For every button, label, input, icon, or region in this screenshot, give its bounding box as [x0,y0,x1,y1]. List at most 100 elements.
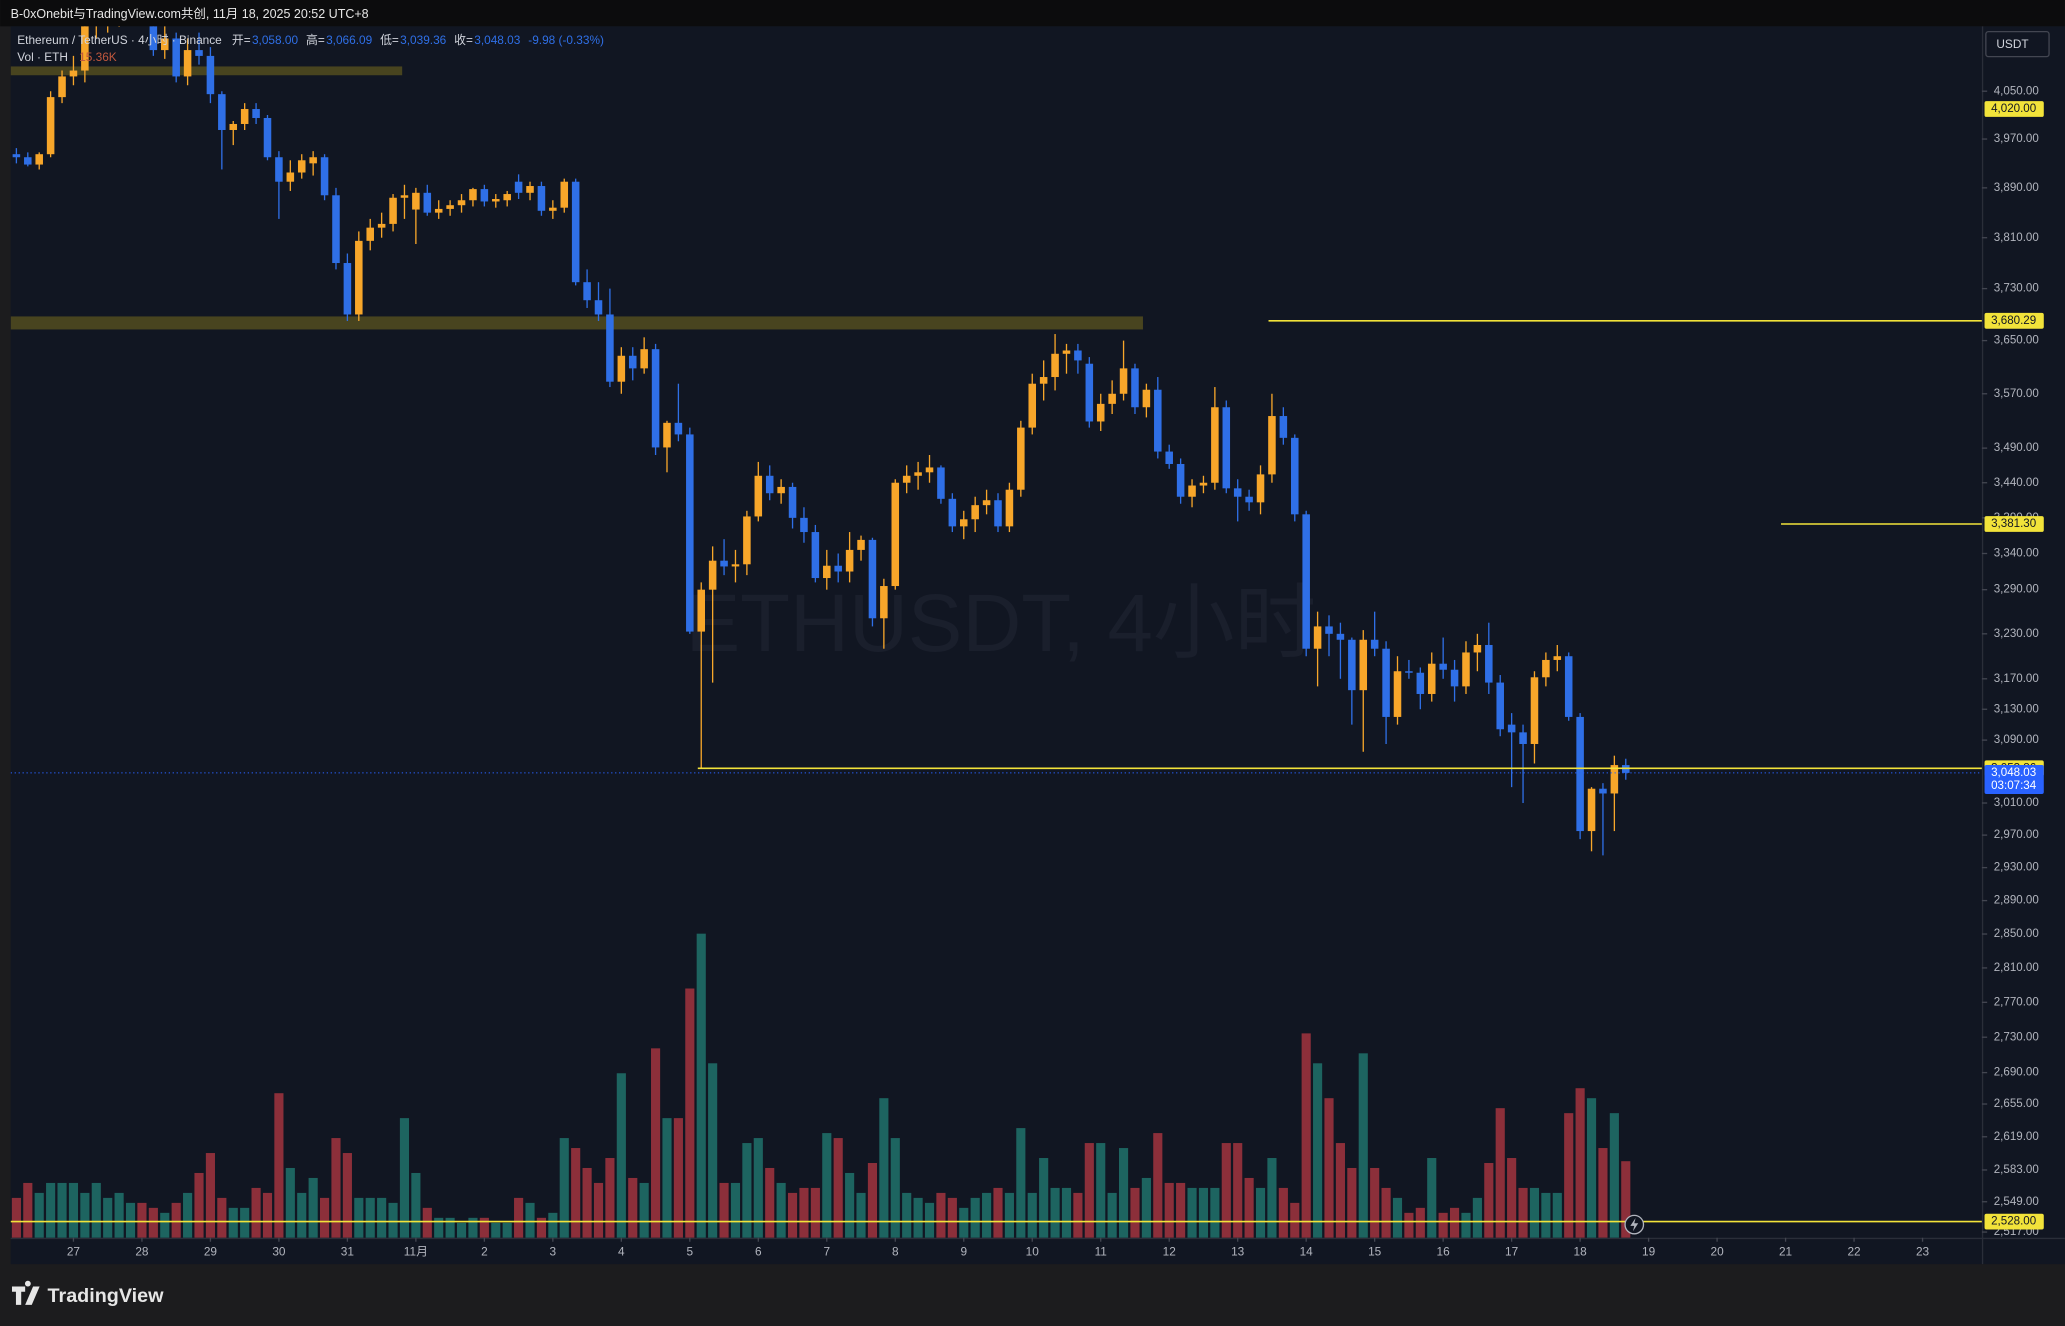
volume-bar [708,1063,718,1238]
volume-bar [194,1172,204,1238]
candle-body [1074,350,1082,361]
volume-bar [1096,1143,1106,1238]
volume-bar [114,1192,124,1238]
volume-bar [262,1192,273,1238]
candle-body [914,472,922,476]
candle-body [1256,474,1265,503]
volume-bar [651,1048,661,1238]
volume-bar [1370,1167,1380,1238]
volume-bar [1290,1202,1300,1238]
zone [10,66,403,76]
candle-body [1176,463,1185,497]
x-tick-label: 3 [550,1244,557,1258]
candle-body [1405,671,1413,673]
candle-body [971,505,979,520]
candle-body [857,539,865,550]
candle-body [1039,377,1048,384]
volume-bar [285,1167,295,1238]
volume-bar [57,1182,67,1238]
volume-bar [1347,1167,1357,1238]
candle-body [1245,496,1253,503]
volume-bar [1541,1192,1551,1238]
volume-bar [1027,1192,1037,1238]
candle-body [412,192,420,210]
volume-bar [1221,1143,1231,1238]
volume-bar [1210,1187,1220,1238]
top-bar [0,0,2065,27]
y-tick-label: 2,619.00 [1994,1131,2039,1143]
volume-bar [1392,1197,1403,1238]
candle-body [457,200,466,206]
x-tick-label: 15 [1368,1244,1382,1258]
candle-body [1062,350,1071,354]
volume-bar [1255,1187,1266,1238]
candle-body [1587,788,1596,832]
last-price-box [1984,765,2044,794]
volume-bar [593,1182,604,1238]
y-tick-label: 2,549.00 [1994,1196,2039,1208]
volume-bar [582,1167,592,1238]
plot [10,26,1982,1238]
candle-body [1005,489,1014,527]
candle-body [503,194,511,201]
volume-bar [1609,1113,1619,1238]
volume-bar [11,1197,21,1238]
volume-bar [514,1197,524,1238]
candle-body [24,157,32,165]
candle-body [1416,672,1425,694]
candle-body [697,589,705,632]
volume-bar [685,988,695,1238]
volume-bar [342,1153,352,1238]
volume-bar [559,1138,569,1238]
volume-bar [890,1138,900,1238]
y-tick-label: 2,770.00 [1994,996,2039,1008]
candle-body [823,565,831,579]
candle-body [400,195,409,198]
x-tick-label: 22 [1847,1244,1860,1258]
candle-body [343,263,352,315]
currency: USDT [1996,37,2028,51]
candle-body [46,97,55,155]
volume-bar [1472,1197,1482,1238]
x-tick-label: 13 [1231,1244,1245,1258]
last-price-countdown: 03:07:34 [1991,780,2037,792]
y-tick-label: 3,810.00 [1994,232,2039,244]
candle-body [1268,416,1276,475]
volume-bar [730,1182,741,1238]
candle-body [982,500,991,506]
candle-body [366,227,374,241]
x-tick-label: 16 [1437,1244,1451,1258]
candle-body [1610,765,1619,794]
candle-body [286,172,295,182]
volume-bar [822,1133,832,1238]
legend-change: -9.98 (-0.33%) [528,33,604,47]
volume-bar [1381,1187,1391,1238]
volume-bar [1564,1113,1574,1238]
volume-bar [1164,1182,1174,1238]
y-tick-label: 3,230.00 [1994,628,2039,640]
candle-body [1096,403,1105,422]
volume-bar [1427,1158,1437,1238]
x-tick-label: 11 [1095,1244,1108,1258]
y-tick-label: 3,090.00 [1994,734,2039,746]
candle-body [925,467,934,473]
candle-body [1302,514,1310,649]
candle-body [320,157,329,196]
volume-bar [1404,1212,1414,1238]
volume-bar [1233,1143,1243,1238]
y-tick-label: 3,970.00 [1994,133,2039,145]
candle-body [389,197,397,224]
y-tick-label: 2,517.00 [1994,1226,2039,1238]
candle-body [1188,485,1196,497]
volume-bar [1039,1158,1049,1238]
candle-body [606,314,614,382]
candle-body [240,109,249,124]
candle-body [1507,724,1516,733]
currency-button[interactable] [1985,30,2050,58]
candle-body [937,467,945,499]
candle-body [628,355,637,369]
volume-bar [787,1192,798,1238]
candle-body [811,532,820,579]
